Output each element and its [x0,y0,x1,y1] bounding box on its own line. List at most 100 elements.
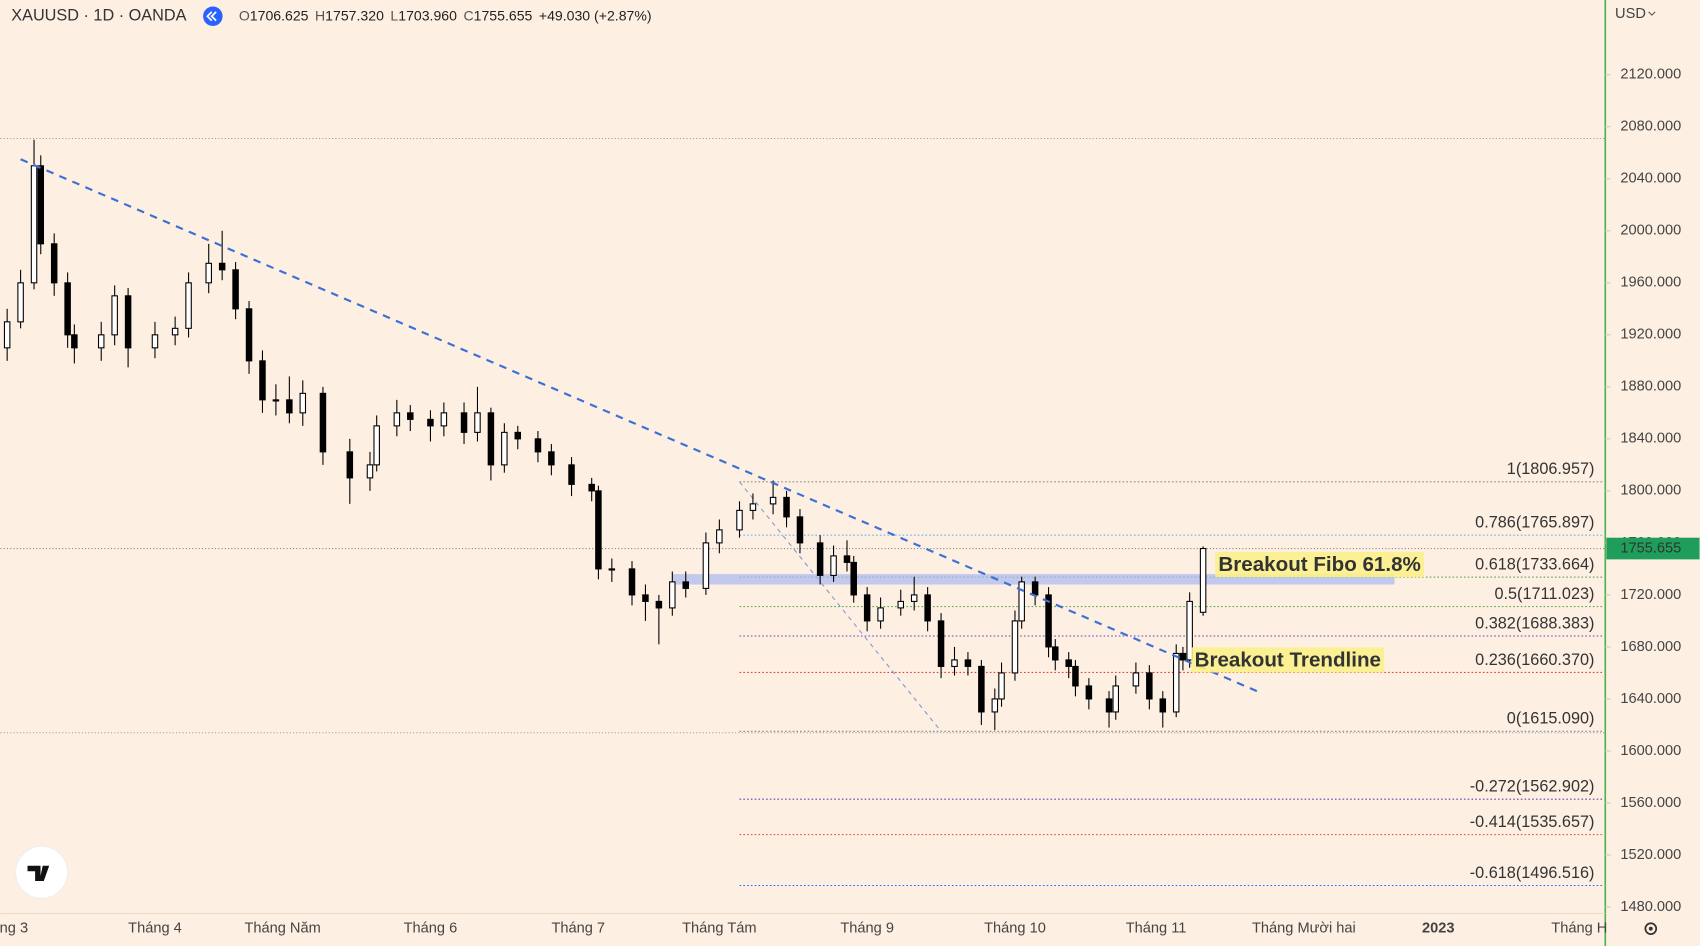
x-tick-label: Tháng 7 [551,921,605,937]
legend-value: 1706.625 [250,7,309,23]
fib-label: -0.272(1562.902) [1470,778,1595,796]
candle-body [171,327,179,336]
x-tick-label: Tháng 11 [1126,921,1187,937]
candle-body [205,262,212,284]
candle-body [937,620,945,667]
candle-body [487,412,495,466]
candle-body [151,334,159,349]
candle-body [299,392,307,414]
fib-label: -0.618(1496.516) [1470,864,1595,882]
grid [0,137,1605,734]
candle-body [514,431,522,440]
highlight-zone [672,574,1395,585]
last-price-tag [1606,537,1700,560]
candle-body [816,542,824,576]
y-tick-label: 2040.000 [1620,171,1681,187]
legend-change: +49.030 (+2.87%) [539,7,652,23]
y-tick-label: 1840.000 [1620,431,1681,447]
candle-body [373,425,380,466]
candle-body [286,399,293,414]
fib-label: 0.236(1660.370) [1475,651,1594,669]
candle-body [346,451,354,479]
candle-body [796,516,804,544]
candle-body [37,165,45,245]
x-tick-label: Tháng 4 [128,921,182,937]
candle-body [702,542,710,589]
candle-body [1085,685,1093,700]
x-tick-label: Tháng 9 [840,921,894,937]
legend-key: C [463,7,473,23]
candle-body [50,243,58,284]
fib-label: 0.5(1711.023) [1494,585,1594,603]
y-tick-label: 2000.000 [1620,223,1681,239]
candle-body [783,496,790,518]
legend-value: 1757.320 [325,7,384,23]
candle-body [185,282,192,329]
candle-body [534,438,542,453]
candle-body [232,269,239,310]
candle-body [474,412,481,433]
settings-icon[interactable] [1644,922,1658,935]
y-tick-label: 1640.000 [1620,691,1681,707]
x-tick-label: ng 3 [0,921,28,937]
candle-body [1045,594,1052,648]
fib-label: 0.382(1688.383) [1475,614,1594,632]
fibonacci: 1(1806.957) 0.786(1765.897) 0.618(1733.664… [672,460,1605,887]
x-tick-label: Tháng Mười hai [1252,921,1356,937]
tv-logo-mark [27,865,50,881]
candle-body [407,412,414,420]
y-tick-label: 1720.000 [1620,587,1681,603]
y-tick-label: 1880.000 [1620,379,1681,395]
candle-body [749,503,757,511]
candle-body [850,561,857,596]
y-tick-label: 1480.000 [1620,899,1681,915]
candle-body [642,594,649,602]
legend-value: 1703.960 [398,7,457,23]
candle-body [910,594,918,602]
candle-body [595,490,602,570]
axes: 1480.000 1520.000 1560.000 1600.000 1640.000… [0,67,1700,937]
legend-key: L [390,7,398,23]
candle-body [978,665,985,713]
candle-body [655,600,663,609]
candle-body [716,529,723,544]
y-tick-label: 1600.000 [1620,743,1681,759]
x-tick-label: Tháng Năm [244,921,320,937]
candle-body [964,659,972,667]
ohlc-legend: O1706.625 H1757.320 L1703.960 C1755.655 +49.… [239,7,652,23]
candle-body [1065,659,1072,667]
overlays: Breakout Fibo 61.8% Breakout Trendline [20,158,1425,693]
candle-body [366,464,374,479]
candle-body [218,262,226,271]
candle-body [608,568,616,571]
candle-body [568,464,575,485]
candle-body [1159,698,1167,713]
candle-body [1172,652,1180,713]
fib-diagonal [739,481,942,732]
candle-body [998,672,1005,700]
candle-body [682,581,690,589]
candle-body [1186,600,1193,661]
candle-body [64,282,71,336]
x-tick-label: Tháng 10 [984,921,1046,937]
currency-caret[interactable] [1648,11,1656,16]
y-tick-label: 1960.000 [1620,275,1681,291]
candle-body [3,321,11,349]
candle-body [1072,665,1079,687]
candle-body [1018,581,1025,622]
candle-body [245,308,253,362]
x-tick-label: 2023 [1422,921,1455,937]
currency[interactable]: USD [1615,6,1646,22]
y-tick-label: 1800.000 [1620,483,1681,499]
candle-body [440,412,448,427]
candle-body [427,418,434,427]
fib-label: 0.786(1765.897) [1475,514,1594,532]
legend-key: H [315,7,325,23]
x-tick-label: Tháng Tám [682,921,756,937]
candle-body [259,360,266,401]
fib-label: 0(1615.090) [1507,710,1595,728]
candle-body [97,334,105,349]
